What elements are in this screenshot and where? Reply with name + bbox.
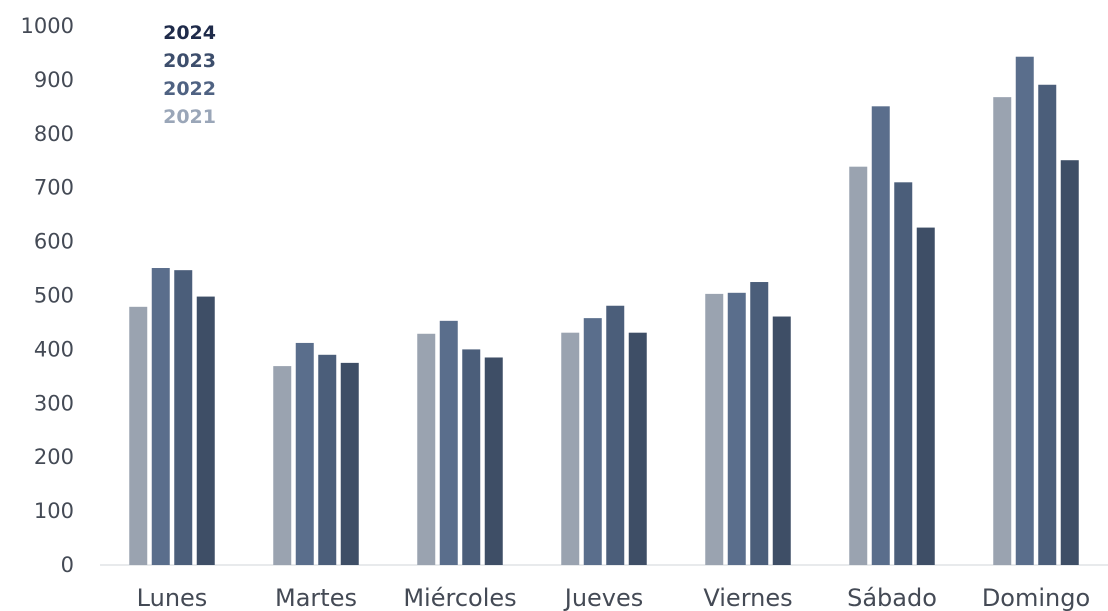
bar-2022 — [439, 320, 458, 565]
bar-2022 — [871, 106, 890, 565]
bar-2021 — [273, 366, 292, 565]
bars — [129, 56, 1079, 566]
bar-2024 — [1060, 160, 1079, 565]
y-tick-label: 500 — [34, 284, 74, 308]
bar-2021 — [129, 306, 148, 565]
category-label: Jueves — [563, 584, 644, 611]
category-label: Sábado — [847, 584, 937, 611]
bar-2022 — [727, 292, 746, 565]
y-tick-label: 400 — [34, 337, 74, 361]
y-axis: 0 100 200 300 400 500 600 700 800 900 1000 — [21, 14, 74, 577]
bar-2024 — [772, 316, 791, 565]
bar-2024 — [340, 362, 359, 565]
legend-item-2022: 2022 — [163, 78, 216, 100]
bar-2024 — [484, 357, 503, 565]
bar-2023 — [174, 270, 193, 565]
bar-2023 — [462, 349, 481, 565]
bar-2022 — [1015, 56, 1034, 566]
bar-2024 — [196, 296, 215, 565]
bar-2023 — [750, 282, 769, 565]
category-label: Martes — [275, 584, 357, 611]
legend: 2024 2023 2022 2021 — [163, 22, 216, 128]
category-label: Lunes — [137, 584, 208, 611]
y-tick-label: 100 — [34, 499, 74, 523]
bar-2023 — [1038, 84, 1057, 565]
category-label: Viernes — [703, 584, 792, 611]
legend-item-2023: 2023 — [163, 50, 216, 72]
y-tick-label: 1000 — [21, 14, 74, 38]
bar-2021 — [849, 166, 868, 565]
y-tick-label: 300 — [34, 391, 74, 415]
y-tick-label: 700 — [34, 176, 74, 200]
y-tick-label: 900 — [34, 68, 74, 92]
category-label: Domingo — [982, 584, 1090, 611]
bar-2021 — [417, 333, 436, 565]
bar-2022 — [583, 318, 602, 565]
y-tick-label: 0 — [61, 553, 74, 577]
legend-item-2024: 2024 — [163, 22, 216, 44]
bar-2021 — [705, 293, 724, 565]
bar-2023 — [606, 305, 625, 565]
x-axis: Lunes Martes Miércoles Jueves Viernes Sábado D… — [137, 584, 1090, 611]
bar-2021 — [561, 332, 580, 565]
bar-2022 — [295, 342, 314, 565]
legend-item-2021: 2021 — [163, 106, 216, 128]
category-label: Miércoles — [403, 584, 516, 611]
bar-2022 — [151, 268, 170, 565]
bar-2023 — [318, 354, 337, 565]
bar-2021 — [993, 97, 1012, 565]
y-tick-label: 800 — [34, 122, 74, 146]
y-tick-label: 200 — [34, 445, 74, 469]
y-tick-label: 600 — [34, 230, 74, 254]
bar-2023 — [894, 182, 913, 565]
bar-2024 — [628, 332, 647, 565]
bar-2024 — [916, 227, 935, 565]
